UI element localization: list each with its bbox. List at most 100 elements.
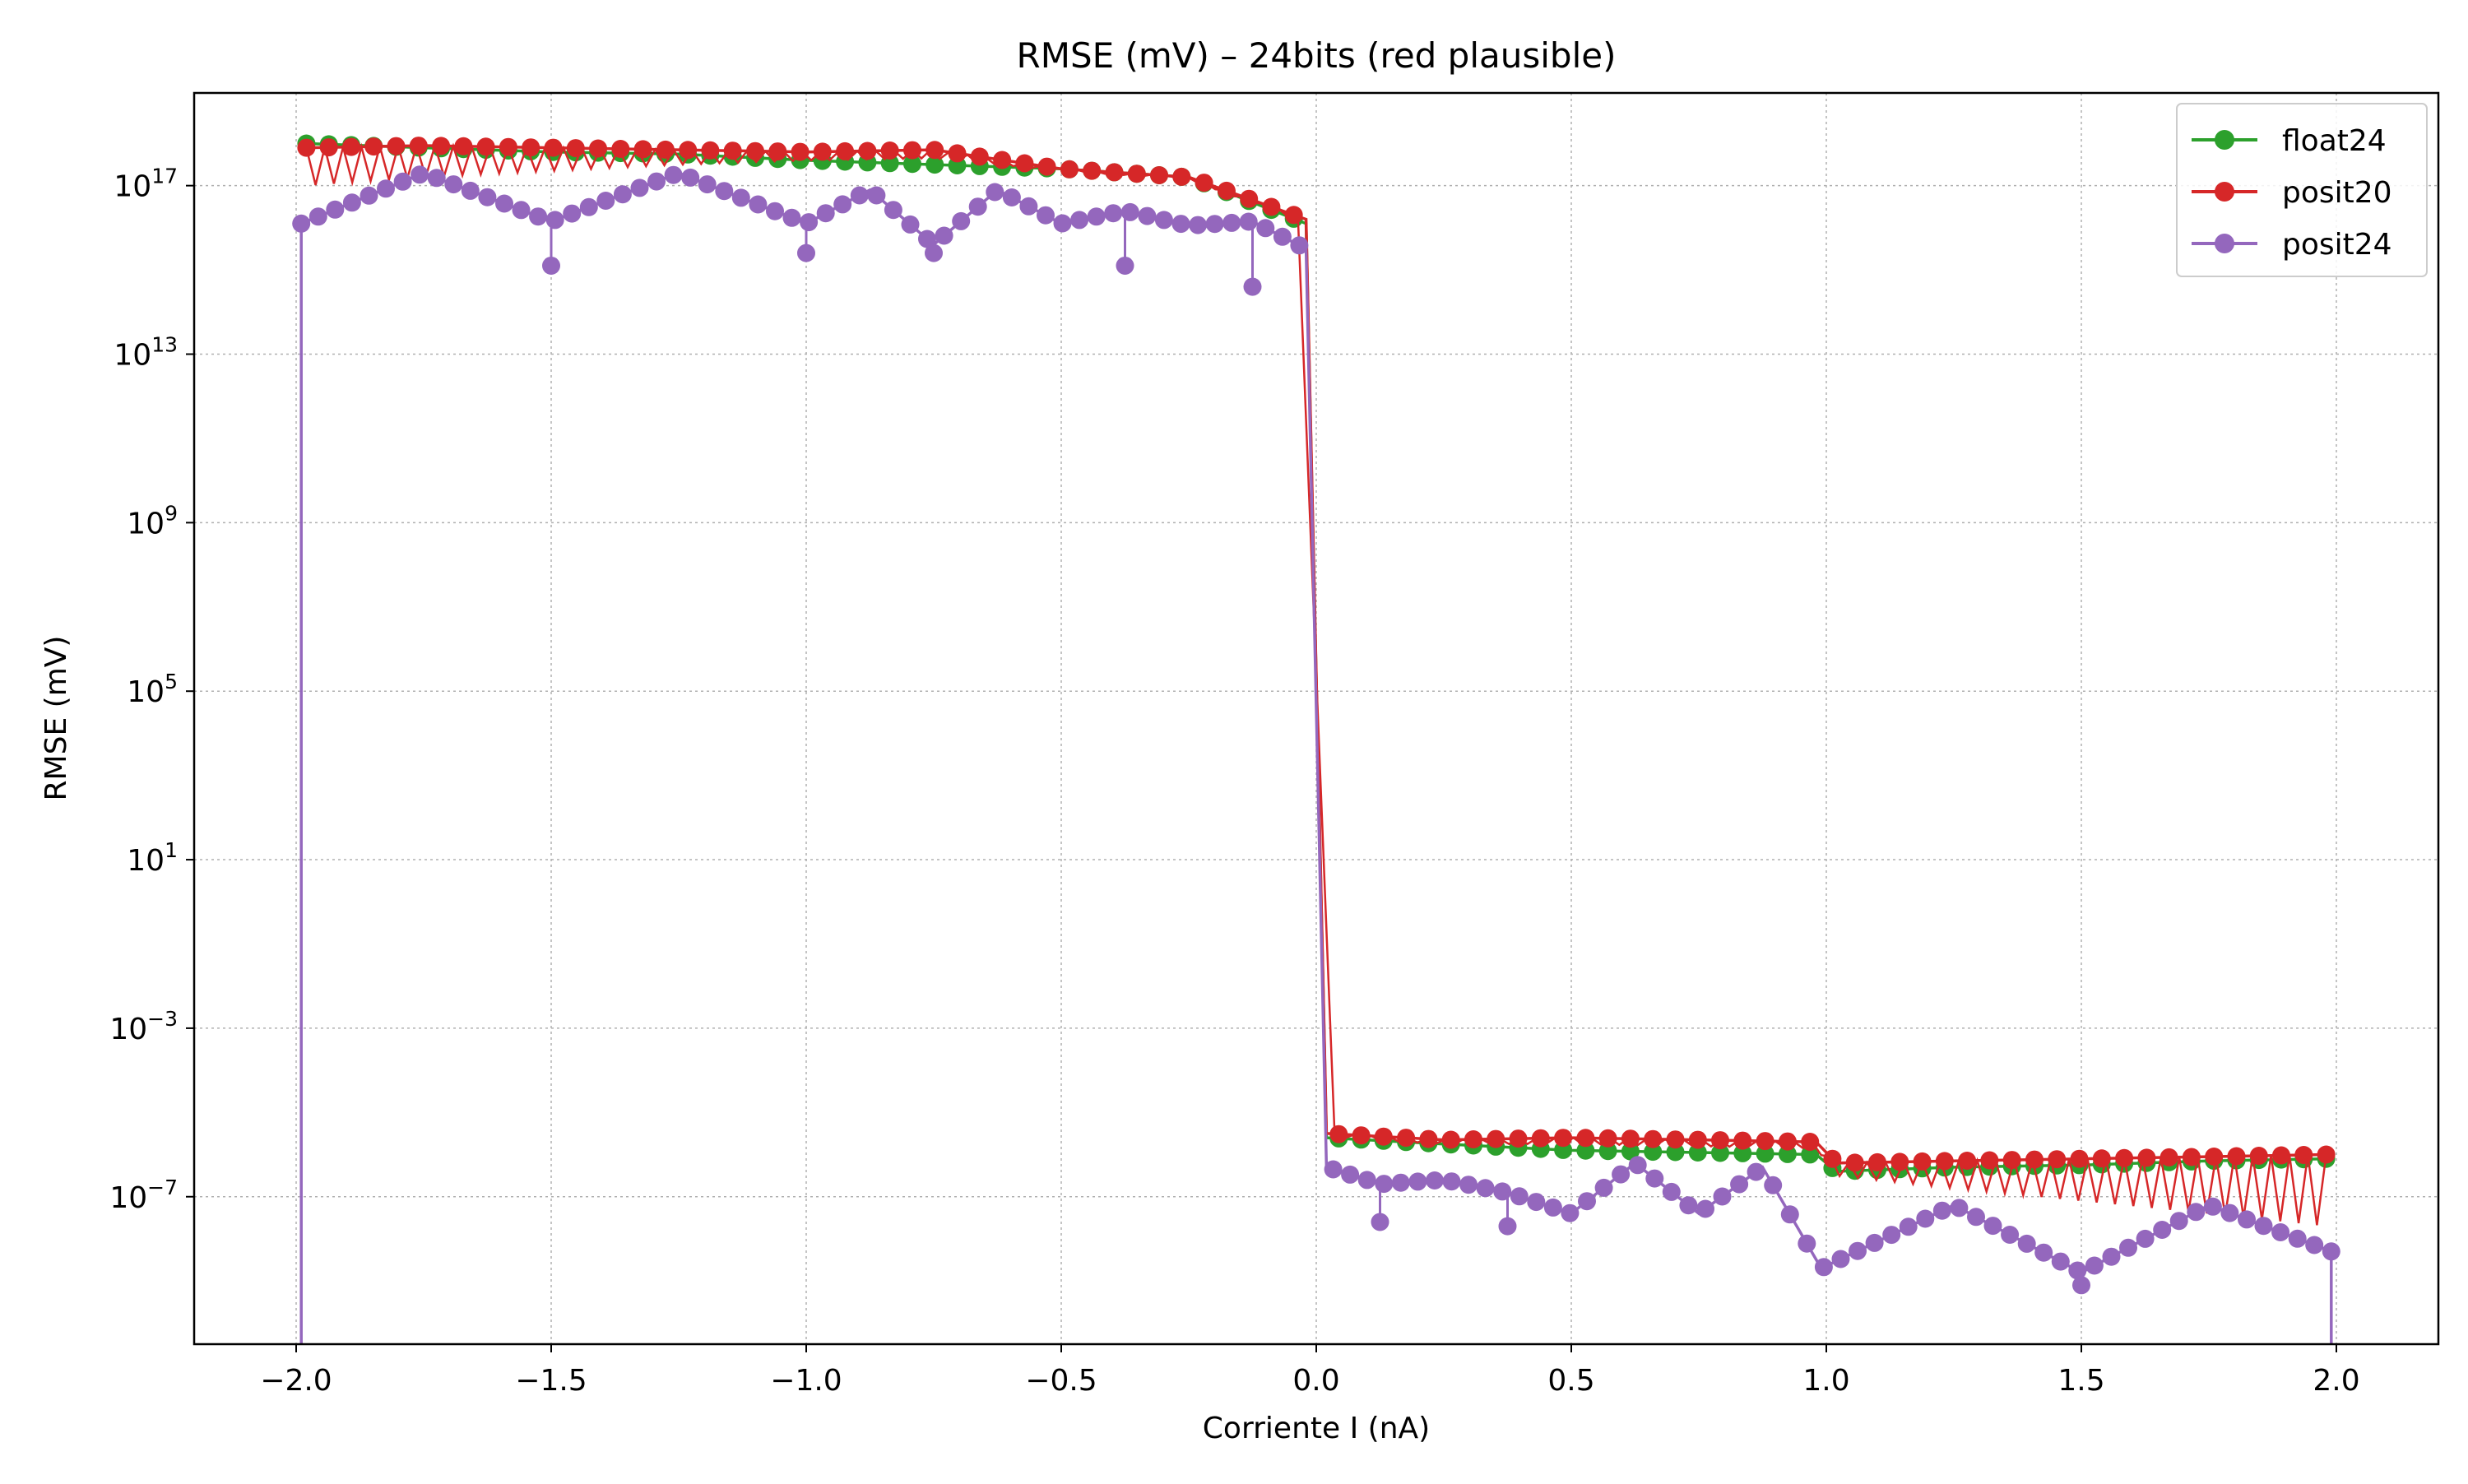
data-point — [1290, 236, 1309, 255]
data-point — [2322, 1242, 2340, 1261]
data-point — [903, 155, 921, 174]
legend-label: posit24 — [2282, 228, 2392, 262]
data-point — [1561, 1203, 1580, 1222]
data-point — [1628, 1156, 1647, 1175]
data-point — [308, 207, 327, 226]
data-point — [681, 168, 700, 187]
data-point — [1730, 1175, 1749, 1194]
data-point — [656, 140, 675, 159]
data-point — [813, 142, 832, 161]
data-point — [1756, 1132, 1774, 1151]
data-point — [948, 144, 967, 163]
legend-label: float24 — [2282, 124, 2387, 158]
data-point — [1621, 1142, 1640, 1161]
data-point — [2205, 1148, 2224, 1166]
data-point — [850, 186, 869, 205]
data-point — [968, 197, 987, 216]
x-tick-label: 2.0 — [2313, 1364, 2359, 1398]
grid — [194, 93, 2438, 1344]
data-point — [1154, 211, 1173, 230]
series-posit24 — [292, 165, 2340, 1344]
data-point — [1916, 1209, 1935, 1228]
y-tick-exponent: 17 — [151, 165, 178, 188]
data-point — [858, 141, 877, 160]
x-axis-label: Corriente I (nA) — [1203, 1412, 1430, 1445]
data-point — [319, 138, 338, 157]
data-point — [1002, 188, 1021, 206]
data-point — [723, 141, 742, 160]
data-point — [1205, 215, 1224, 234]
y-tick-base: 10 — [109, 1013, 147, 1046]
data-point — [1391, 1173, 1410, 1192]
data-point — [387, 137, 406, 155]
data-point — [1256, 219, 1275, 238]
data-point — [2238, 1210, 2256, 1229]
data-point — [1083, 161, 1102, 180]
data-point — [461, 181, 480, 200]
data-point — [1935, 1152, 1954, 1171]
data-point — [1594, 1178, 1613, 1197]
data-point — [797, 243, 815, 262]
y-tick-label: 101 — [127, 838, 178, 878]
data-point — [1138, 206, 1157, 225]
data-point — [444, 175, 463, 194]
data-point — [1733, 1143, 1752, 1162]
data-point — [1543, 1198, 1562, 1217]
x-tick-label: 1.0 — [1802, 1364, 1849, 1398]
data-point — [2115, 1148, 2134, 1167]
data-point — [1950, 1199, 1969, 1217]
x-tick-label: −0.5 — [1025, 1364, 1097, 1398]
data-point — [1222, 213, 1241, 232]
data-point — [1357, 1171, 1376, 1190]
data-point — [1273, 227, 1292, 246]
data-point — [2048, 1150, 2067, 1169]
y-tick-label: 109 — [127, 501, 178, 540]
data-point — [579, 197, 598, 216]
x-tick-label: −1.0 — [770, 1364, 842, 1398]
data-point — [512, 201, 531, 220]
data-point — [326, 200, 345, 219]
data-point — [377, 179, 395, 198]
data-point — [1576, 1129, 1595, 1148]
data-point — [1598, 1142, 1617, 1161]
data-point — [427, 169, 446, 188]
data-point — [2137, 1148, 2156, 1167]
data-point — [633, 140, 652, 159]
y-tick-exponent: 1 — [165, 838, 178, 862]
data-point — [918, 230, 936, 248]
data-point — [499, 137, 517, 156]
data-point — [816, 204, 835, 223]
data-point — [611, 140, 630, 158]
data-point — [1823, 1149, 1842, 1168]
data-point — [542, 256, 560, 275]
data-point — [2072, 1276, 2090, 1295]
data-point — [476, 137, 495, 156]
data-point — [1243, 277, 1262, 296]
legend-item-float24: float24 — [2192, 124, 2387, 158]
data-point — [360, 186, 378, 205]
data-point — [1397, 1129, 1416, 1148]
data-point — [1849, 1241, 1867, 1260]
y-tick-base: 10 — [109, 1181, 147, 1215]
data-point — [411, 165, 429, 184]
data-point — [1189, 216, 1208, 234]
x-tick-label: −2.0 — [260, 1364, 332, 1398]
data-point — [1352, 1126, 1371, 1145]
data-point — [2182, 1148, 2201, 1166]
data-point — [297, 138, 316, 157]
data-point — [1371, 1213, 1389, 1231]
data-point — [1554, 1129, 1573, 1148]
data-point — [867, 186, 886, 205]
data-point — [986, 183, 1004, 202]
data-point — [1037, 206, 1055, 225]
data-point — [1239, 212, 1258, 231]
data-point — [1509, 1129, 1528, 1148]
data-point — [1747, 1162, 1765, 1181]
data-point — [613, 185, 632, 204]
data-point — [2119, 1238, 2137, 1257]
data-point — [1510, 1187, 1529, 1206]
data-point — [1150, 166, 1168, 184]
data-point — [1408, 1172, 1427, 1191]
data-point — [364, 137, 383, 156]
